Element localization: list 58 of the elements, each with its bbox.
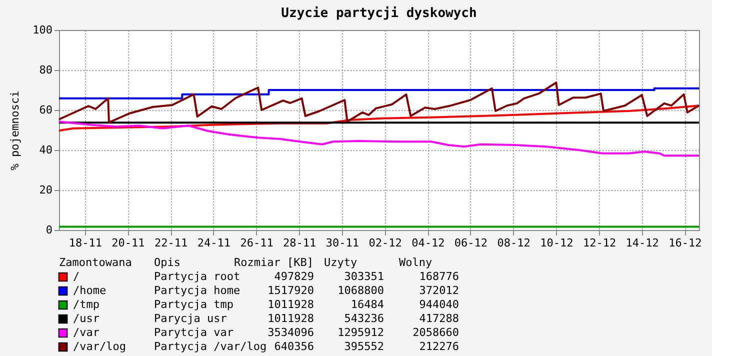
legend-label: /home <box>73 284 106 297</box>
x-tick-label: 18-11 <box>68 236 102 250</box>
y-tick-label: 60 <box>39 104 52 116</box>
text: Rozmiar [KB] <box>234 256 314 269</box>
x-tick-label: 22-11 <box>154 236 188 250</box>
y-tick-label: 100 <box>32 24 52 36</box>
text: 1068800 <box>338 284 384 297</box>
text: Opis <box>154 256 180 269</box>
text: 1517920 <box>268 284 314 297</box>
text: Partycja root <box>154 270 240 283</box>
text: 168776 <box>419 270 459 283</box>
legend-label: /tmp <box>73 298 100 311</box>
x-tick-label: 02-12 <box>368 236 402 250</box>
x-tick-label: 20-11 <box>112 236 145 250</box>
x-tick-label: 14-12 <box>626 236 659 250</box>
text: 212276 <box>419 340 459 353</box>
text: 543236 <box>344 312 384 325</box>
legend-label: / <box>73 270 80 283</box>
text: 303351 <box>344 270 384 283</box>
x-tick-label: 10-12 <box>540 236 574 250</box>
legend-label: /usr <box>73 312 100 325</box>
x-tick-label: 16-12 <box>668 236 702 250</box>
x-tick-label: 08-12 <box>497 236 530 250</box>
text: 3534096 <box>268 326 314 339</box>
text: 417288 <box>419 312 459 325</box>
text: 2058660 <box>412 326 459 339</box>
text: Wolny <box>399 256 432 269</box>
x-tick-label: 30-11 <box>326 236 360 250</box>
x-tick-label: 24-11 <box>197 236 230 250</box>
text: 1295912 <box>338 326 384 339</box>
legend-title: Zamontowana <box>59 256 132 269</box>
text: Parycja usr <box>154 312 228 325</box>
text: Partycja home <box>154 284 240 297</box>
text: Parytcja var <box>154 326 234 339</box>
text: 1011928 <box>268 298 314 311</box>
text: 497829 <box>274 270 314 283</box>
text: Uzyty <box>324 256 358 269</box>
text: Partycja tmp <box>154 298 234 311</box>
chart-title: Uzycie partycji dyskowych <box>281 6 477 21</box>
y-axis-title: % pojemnosci <box>8 90 22 170</box>
text: 640356 <box>274 340 314 353</box>
legend-label: /var/log <box>73 340 126 353</box>
legend-label: /var <box>73 326 100 339</box>
x-tick-label: 12-12 <box>582 236 616 250</box>
text: 944040 <box>419 298 459 311</box>
y-tick-label: 80 <box>39 64 52 76</box>
y-tick-label: 40 <box>39 144 52 156</box>
text: 395552 <box>344 340 384 353</box>
y-tick-label: 0 <box>46 224 52 236</box>
x-tick-label: 28-11 <box>283 236 316 250</box>
x-tick-label: 26-11 <box>240 236 274 250</box>
y-tick-label: 20 <box>39 184 52 196</box>
text: 372012 <box>419 284 459 297</box>
x-tick-label: 06-12 <box>454 236 488 250</box>
x-tick-label: 04-12 <box>412 236 445 250</box>
text: Partycja /var/log <box>154 340 267 353</box>
text: 1011928 <box>268 312 314 325</box>
text: 16484 <box>350 298 384 311</box>
